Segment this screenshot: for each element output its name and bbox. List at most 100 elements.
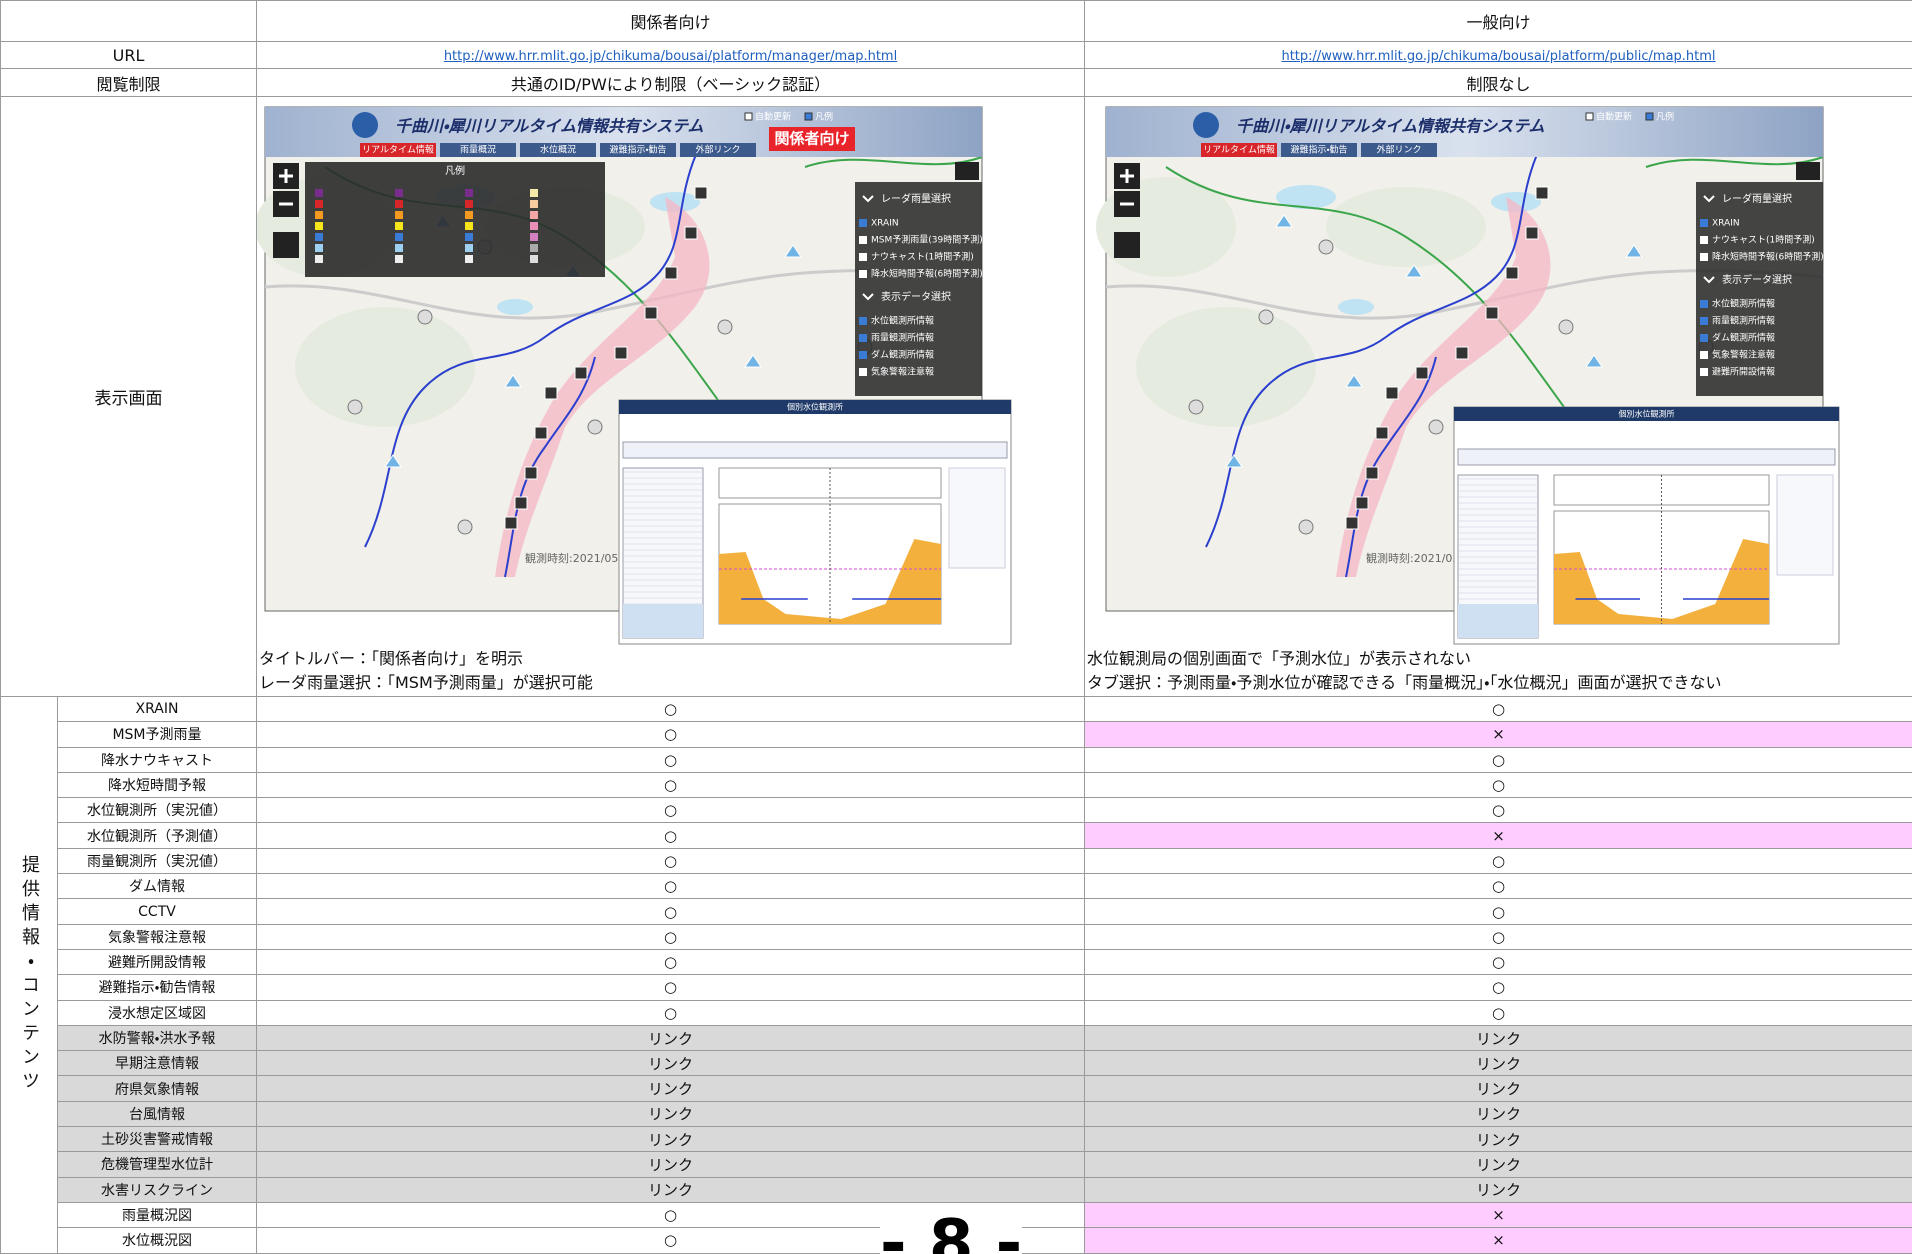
public-value: ○ bbox=[1085, 924, 1912, 949]
column-header: 一般向け bbox=[1085, 1, 1912, 42]
cell: http://www.hrr.mlit.go.jp/chikuma/bousai… bbox=[1085, 42, 1912, 69]
station-icon bbox=[645, 307, 657, 319]
popup-legend bbox=[949, 468, 1005, 568]
menu-item: MSM予測雨量(39時間予測) bbox=[871, 234, 983, 246]
legend-swatch bbox=[465, 233, 473, 241]
public-value: × bbox=[1085, 1202, 1912, 1227]
screenshot-cell: 千曲川・犀川リアルタイム情報共有システム自動更新凡例関係者向けリアルタイム情報雨… bbox=[257, 97, 1085, 697]
legend-swatch bbox=[530, 255, 538, 263]
row-label: 表示画面 bbox=[1, 97, 257, 697]
comparison-table: 関係者向け一般向けURLhttp://www.hrr.mlit.go.jp/ch… bbox=[0, 0, 1912, 1254]
url-link[interactable]: http://www.hrr.mlit.go.jp/chikuma/bousai… bbox=[444, 49, 897, 64]
manager-value: ○ bbox=[257, 772, 1085, 797]
checkbox bbox=[859, 253, 867, 261]
column-header: 関係者向け bbox=[257, 1, 1085, 42]
checkbox bbox=[859, 270, 867, 278]
checkbox bbox=[1700, 351, 1708, 359]
station-popup: 個別水位観測所 bbox=[1454, 407, 1839, 644]
layer-button bbox=[955, 162, 979, 180]
item-label: ダム情報 bbox=[58, 874, 257, 899]
map-marker bbox=[1259, 310, 1273, 324]
public-value: × bbox=[1085, 1228, 1912, 1253]
checkbox bbox=[1700, 300, 1708, 308]
manager-value: ○ bbox=[257, 722, 1085, 747]
public-value: リンク bbox=[1085, 1025, 1912, 1050]
legend-swatch bbox=[530, 244, 538, 252]
page-number: - 8 - bbox=[880, 1212, 1022, 1254]
menu-heading: レーダ雨量選択 bbox=[1722, 192, 1792, 205]
station-icon bbox=[535, 427, 547, 439]
legend-swatch bbox=[395, 244, 403, 252]
manager-value: ○ bbox=[257, 747, 1085, 772]
toggle-label: 自動更新 bbox=[755, 111, 791, 123]
body: 関係者向け一般向けURLhttp://www.hrr.mlit.go.jp/ch… bbox=[0, 0, 1912, 1254]
checkbox bbox=[859, 334, 867, 342]
legend-swatch bbox=[395, 233, 403, 241]
public-value: リンク bbox=[1085, 1076, 1912, 1101]
cell: http://www.hrr.mlit.go.jp/chikuma/bousai… bbox=[257, 42, 1085, 69]
table-row: 関係者向け一般向け bbox=[1, 1, 1912, 42]
public-value: リンク bbox=[1085, 1127, 1912, 1152]
lake bbox=[1338, 299, 1374, 315]
checkbox bbox=[1700, 334, 1708, 342]
lake bbox=[497, 299, 533, 315]
table-row: 浸水想定区域図○○ bbox=[1, 1000, 1912, 1025]
station-icon bbox=[685, 227, 697, 239]
map-marker bbox=[458, 520, 472, 534]
cell: 共通のID/PWにより制限（ベーシック認証） bbox=[257, 69, 1085, 97]
menu-item: 避難所開設情報 bbox=[1712, 366, 1775, 378]
legend-swatch bbox=[315, 244, 323, 252]
manager-value: ○ bbox=[257, 924, 1085, 949]
legend-title: 凡例 bbox=[445, 164, 465, 177]
item-label: 水位概況図 bbox=[58, 1228, 257, 1253]
station-icon bbox=[665, 267, 677, 279]
checkbox bbox=[859, 236, 867, 244]
popup-legend bbox=[1777, 475, 1833, 575]
toggle-box bbox=[745, 113, 752, 120]
station-icon bbox=[1346, 517, 1358, 529]
menu-item: 水位観測所情報 bbox=[1712, 298, 1775, 310]
item-label: 雨量概況図 bbox=[58, 1202, 257, 1227]
manager-value: リンク bbox=[257, 1051, 1085, 1076]
checkbox bbox=[1700, 219, 1708, 227]
item-label: 避難所開設情報 bbox=[58, 949, 257, 974]
item-label: 降水ナウキャスト bbox=[58, 747, 257, 772]
tool-button bbox=[1114, 232, 1140, 258]
station-icon bbox=[515, 497, 527, 509]
station-icon bbox=[1386, 387, 1398, 399]
cell: 制限なし bbox=[1085, 69, 1912, 97]
station-icon bbox=[545, 387, 557, 399]
legend-swatch bbox=[395, 222, 403, 230]
menu-item: XRAIN bbox=[871, 219, 899, 229]
page: page {"header":{"manager":"関係者向け","publi… bbox=[0, 0, 1912, 1254]
legend-swatch bbox=[465, 255, 473, 263]
item-label: 危機管理型水位計 bbox=[58, 1152, 257, 1177]
url-link[interactable]: http://www.hrr.mlit.go.jp/chikuma/bousai… bbox=[1281, 49, 1715, 64]
map-marker bbox=[348, 400, 362, 414]
public-value: リンク bbox=[1085, 1152, 1912, 1177]
item-label: 水位観測所（予測値） bbox=[58, 823, 257, 848]
menu-heading: 表示データ選択 bbox=[1722, 273, 1792, 286]
station-icon bbox=[1366, 467, 1378, 479]
note: タイトルバー：「関係者向け」を明示 bbox=[257, 647, 1084, 671]
menu-item: 雨量観測所情報 bbox=[1712, 315, 1775, 327]
legend-swatch bbox=[465, 244, 473, 252]
manager-value: リンク bbox=[257, 1127, 1085, 1152]
manager-value: ○ bbox=[257, 899, 1085, 924]
menu-heading: 表示データ選択 bbox=[881, 290, 951, 303]
legend-swatch bbox=[530, 233, 538, 241]
legend-box bbox=[305, 162, 605, 277]
map-marker bbox=[1189, 400, 1203, 414]
legend-swatch bbox=[530, 222, 538, 230]
legend-swatch bbox=[315, 200, 323, 208]
station-icon bbox=[1356, 497, 1368, 509]
item-label: 水防警報・洪水予報 bbox=[58, 1025, 257, 1050]
table-row: MSM予測雨量○× bbox=[1, 722, 1912, 747]
menu-heading: レーダ雨量選択 bbox=[881, 192, 951, 205]
row-label: URL bbox=[1, 42, 257, 69]
checkbox bbox=[1700, 317, 1708, 325]
checkbox bbox=[1700, 253, 1708, 261]
public-value: ○ bbox=[1085, 747, 1912, 772]
note: タブ選択：予測雨量・予測水位が確認できる「雨量概況」・「水位概況」画面が選択でき… bbox=[1085, 671, 1912, 695]
map-marker bbox=[588, 420, 602, 434]
